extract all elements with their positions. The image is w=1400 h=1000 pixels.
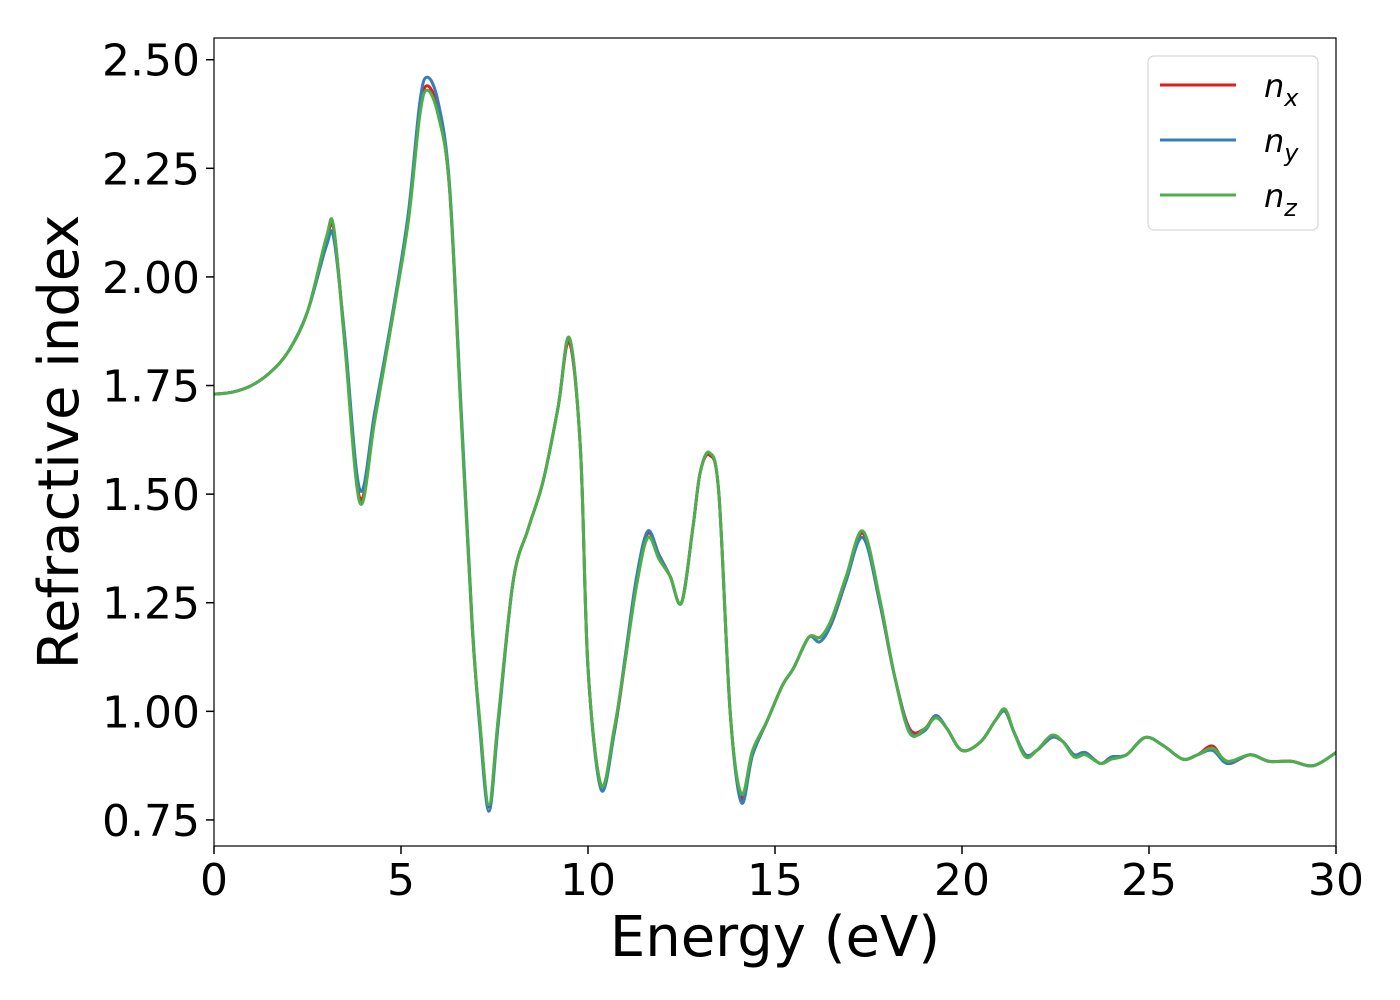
- x-tick-label: 10: [560, 855, 616, 906]
- x-tick-label: 25: [1121, 855, 1177, 906]
- y-axis-title: Refractive index: [27, 215, 92, 670]
- y-tick-label: 2.00: [102, 253, 200, 304]
- y-tick-label: 0.75: [102, 796, 200, 847]
- y-tick-label: 1.50: [102, 470, 200, 521]
- y-tick-label: 1.75: [102, 362, 200, 413]
- y-tick-label: 1.25: [102, 579, 200, 630]
- legend-box: [1147, 55, 1319, 231]
- legend-label-z: nz: [1264, 177, 1298, 222]
- x-axis-ticks: 0 5 10 15 20 25 30: [200, 846, 1364, 906]
- legend-label-base: n: [1264, 67, 1284, 105]
- y-axis-ticks: 0.75 1.00 1.25 1.50 1.75 2.00 2.25 2.50: [102, 36, 214, 847]
- legend-label-base: n: [1264, 177, 1284, 215]
- legend-label-subscript: z: [1283, 194, 1298, 222]
- x-tick-label: 0: [200, 855, 228, 906]
- legend-label-y: ny: [1264, 122, 1299, 167]
- legend-label-subscript: x: [1283, 84, 1299, 112]
- y-tick-label: 2.50: [102, 36, 200, 87]
- x-tick-label: 30: [1308, 855, 1364, 906]
- legend-label-subscript: y: [1283, 139, 1299, 167]
- x-tick-label: 20: [934, 855, 990, 906]
- y-tick-label: 1.00: [102, 687, 200, 738]
- x-axis-title: Energy (eV): [610, 905, 940, 970]
- legend-label-base: n: [1264, 122, 1284, 160]
- x-tick-label: 5: [387, 855, 415, 906]
- x-tick-label: 15: [747, 855, 803, 906]
- y-tick-label: 2.25: [102, 144, 200, 195]
- legend-label-x: nx: [1264, 67, 1299, 112]
- plot-lines: [214, 75, 1336, 813]
- series-line-z: [214, 88, 1336, 807]
